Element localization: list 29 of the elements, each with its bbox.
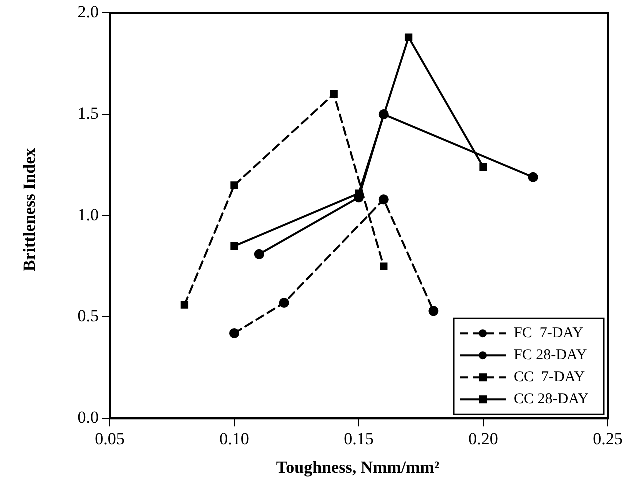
x-axis-title: Toughness, Nmm/mm² [275, 458, 441, 478]
point [404, 34, 413, 42]
point [230, 328, 240, 338]
legend-label: CC 7-DAY [514, 370, 586, 386]
y-tick-label: 0.5 [78, 306, 99, 326]
point [378, 194, 389, 205]
point [279, 298, 290, 308]
y-tick-label: 1.0 [78, 205, 99, 224]
point [230, 182, 238, 190]
y-tick-label: 1.5 [78, 104, 99, 124]
point [180, 301, 189, 309]
point [528, 172, 538, 182]
y-axis-title: Brittleness Index [20, 147, 40, 274]
point [330, 90, 338, 98]
legend-label: CC 28-DAY [514, 392, 590, 408]
x-tick-label: 0.15 [344, 429, 374, 448]
legend-label: FC 28-DAY [514, 348, 588, 364]
point [230, 242, 238, 250]
point [480, 163, 488, 172]
legend-label: FC 7-DAY [514, 326, 584, 342]
point [428, 306, 439, 316]
x-tick-label: 0.25 [593, 429, 623, 448]
x-tick-label: 0.10 [220, 429, 250, 448]
x-tick-label: 0.05 [95, 429, 125, 448]
point [380, 262, 388, 270]
y-tick-label: 2.0 [78, 2, 99, 22]
y-tick-label: 0.0 [78, 408, 99, 428]
point [254, 249, 264, 260]
x-tick-label: 0.20 [468, 429, 498, 448]
